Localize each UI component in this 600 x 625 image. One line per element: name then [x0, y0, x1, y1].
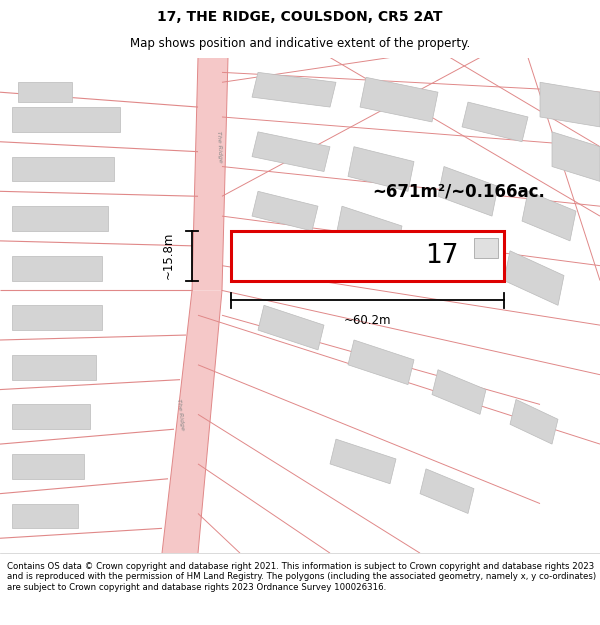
- Polygon shape: [252, 132, 330, 171]
- Polygon shape: [348, 340, 414, 384]
- Polygon shape: [540, 82, 600, 127]
- Polygon shape: [12, 107, 120, 132]
- Polygon shape: [258, 305, 324, 350]
- Polygon shape: [420, 231, 486, 281]
- Polygon shape: [420, 469, 474, 514]
- Polygon shape: [12, 157, 114, 181]
- Polygon shape: [432, 370, 486, 414]
- Text: ~15.8m: ~15.8m: [161, 232, 175, 279]
- Text: ~671m²/~0.166ac.: ~671m²/~0.166ac.: [372, 182, 545, 201]
- Polygon shape: [522, 191, 576, 241]
- Polygon shape: [12, 256, 102, 281]
- Polygon shape: [12, 355, 96, 379]
- Text: 17: 17: [425, 242, 458, 269]
- Polygon shape: [510, 399, 558, 444]
- Polygon shape: [348, 147, 414, 191]
- Polygon shape: [552, 132, 600, 181]
- Text: Contains OS data © Crown copyright and database right 2021. This information is : Contains OS data © Crown copyright and d…: [7, 562, 596, 591]
- Polygon shape: [252, 191, 318, 231]
- Polygon shape: [252, 72, 336, 107]
- Polygon shape: [360, 78, 438, 122]
- Polygon shape: [162, 291, 222, 553]
- Polygon shape: [12, 504, 78, 528]
- Polygon shape: [12, 404, 90, 429]
- Polygon shape: [336, 206, 402, 256]
- Polygon shape: [438, 166, 498, 216]
- Polygon shape: [330, 439, 396, 484]
- Polygon shape: [504, 251, 564, 305]
- Text: The Ridge: The Ridge: [215, 131, 223, 162]
- Text: ~60.2m: ~60.2m: [344, 314, 391, 327]
- Text: The Ridge: The Ridge: [176, 398, 184, 431]
- Text: 17, THE RIDGE, COULSDON, CR5 2AT: 17, THE RIDGE, COULSDON, CR5 2AT: [157, 10, 443, 24]
- Polygon shape: [18, 82, 72, 102]
- Polygon shape: [12, 305, 102, 330]
- Polygon shape: [12, 454, 84, 479]
- Bar: [474, 238, 498, 258]
- Polygon shape: [462, 102, 528, 142]
- Polygon shape: [12, 206, 108, 231]
- Text: Map shows position and indicative extent of the property.: Map shows position and indicative extent…: [130, 37, 470, 49]
- Polygon shape: [231, 231, 504, 281]
- Polygon shape: [192, 58, 228, 291]
